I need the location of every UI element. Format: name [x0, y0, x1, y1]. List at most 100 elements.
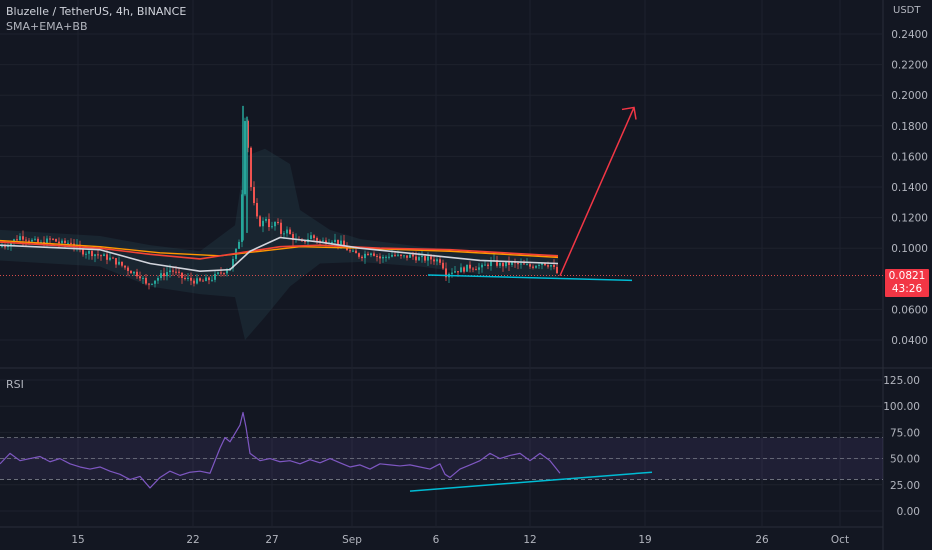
time-tick-label: 19	[638, 534, 651, 546]
candle-body	[496, 260, 498, 266]
candle-body	[445, 268, 447, 278]
candle-body	[34, 238, 36, 240]
currency-label: USDT	[893, 5, 921, 16]
candle-body	[316, 238, 318, 241]
candle-body	[304, 240, 306, 243]
candle-body	[415, 256, 417, 261]
candle-body	[481, 264, 483, 268]
candle-body	[286, 229, 288, 234]
candle-body	[226, 270, 228, 274]
candle-body	[439, 259, 441, 263]
candle-body	[409, 254, 411, 258]
candle-body	[385, 256, 387, 258]
candle-body	[397, 254, 399, 256]
candle-body	[25, 239, 27, 241]
candle-body	[16, 239, 18, 241]
candle-body	[325, 240, 327, 244]
drawings[interactable]	[427, 106, 637, 282]
price-tick-label: 0.1800	[891, 121, 928, 133]
candle-body	[55, 239, 57, 242]
candle-body	[487, 264, 489, 267]
candle-body	[241, 194, 243, 242]
candle-body	[310, 235, 312, 240]
candle-body	[97, 254, 99, 256]
candle-body	[58, 241, 60, 244]
rsi-tick-label: 75.00	[890, 427, 920, 439]
candle-body	[253, 187, 255, 203]
candle-body	[124, 265, 126, 268]
candle-body	[274, 221, 276, 227]
arrow-head	[621, 106, 637, 120]
rsi-tick-label: 0.00	[897, 506, 920, 518]
candle-body	[163, 273, 165, 277]
price-tick-label: 0.1600	[891, 151, 928, 163]
candle-body	[508, 261, 510, 265]
candle-body	[394, 254, 396, 256]
candle-body	[64, 240, 66, 244]
candle-body	[349, 250, 351, 252]
candle-body	[244, 121, 246, 195]
candle-body	[232, 258, 234, 269]
candle-body	[250, 147, 252, 188]
rsi-trendline	[409, 471, 653, 492]
time-tick-label: Sep	[342, 534, 362, 546]
price-tick-label: 0.1000	[891, 243, 928, 255]
rsi-label[interactable]: RSI	[6, 378, 24, 391]
candle-body	[142, 277, 144, 279]
candle-body	[556, 266, 558, 274]
candle-body	[535, 265, 537, 268]
price-tick-label: 0.2200	[891, 60, 928, 72]
candle-body	[259, 216, 261, 227]
chart-title[interactable]: Bluzelle / TetherUS, 4h, BINANCE	[6, 5, 187, 18]
bar-countdown: 43:26	[891, 283, 923, 295]
candle-body	[502, 262, 504, 267]
time-tick-label: 26	[755, 534, 769, 546]
candle-body	[184, 277, 186, 279]
candle-body	[367, 253, 369, 256]
candle-body	[181, 272, 183, 278]
candle-body	[100, 255, 102, 257]
candle-body	[160, 273, 162, 278]
rsi-line	[0, 411, 561, 489]
candle-body	[343, 240, 345, 246]
candle-body	[187, 277, 189, 279]
time-tick-label: 22	[186, 534, 199, 546]
candle-body	[271, 226, 273, 228]
price-tick-label: 0.1200	[891, 213, 928, 225]
candle-body	[202, 280, 204, 282]
candle-body	[550, 264, 552, 267]
candle-body	[553, 264, 555, 267]
candle-body	[352, 250, 354, 252]
candle-body	[292, 234, 294, 240]
candle-body	[373, 253, 375, 256]
candle-body	[463, 267, 465, 272]
candle-body	[31, 239, 33, 242]
candle-body	[109, 257, 111, 260]
candle-body	[19, 236, 21, 241]
time-tick-label: 27	[265, 534, 278, 546]
candle-body	[382, 256, 384, 259]
candle-body	[466, 264, 468, 272]
candle-body	[412, 254, 414, 257]
price-tick-label: 0.0400	[891, 335, 928, 347]
candle-body	[538, 264, 540, 266]
candle-body	[91, 251, 93, 257]
candle-body	[133, 271, 135, 274]
candle-body	[214, 273, 216, 280]
candle-body	[490, 260, 492, 267]
candle-body	[61, 240, 63, 244]
indicator-legend[interactable]: SMA+EMA+BB	[6, 20, 88, 33]
last-price: 0.0821	[888, 270, 926, 282]
candle-body	[37, 238, 39, 243]
candle-body	[211, 279, 213, 281]
candle-body	[262, 220, 264, 227]
candle-body	[136, 271, 138, 277]
rsi-tick-label: 25.00	[890, 480, 920, 492]
candle-body	[436, 259, 438, 262]
candle-body	[421, 256, 423, 258]
candle-body	[52, 238, 54, 240]
projection-arrow	[559, 107, 635, 277]
candle-body	[334, 239, 336, 242]
price-tick-label: 0.1400	[891, 182, 928, 194]
